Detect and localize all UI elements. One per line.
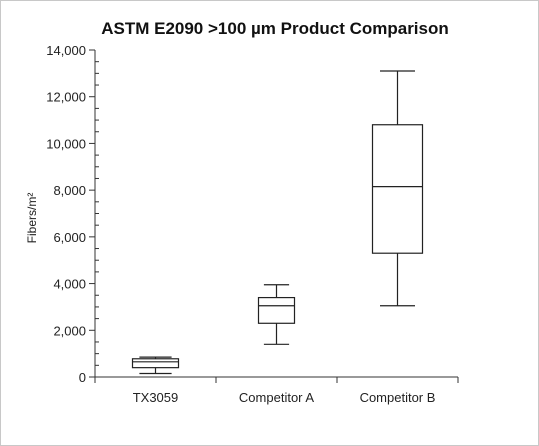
y-axis-label: Fibers/m² [25,193,39,244]
box-competitor-b [371,70,424,307]
y-tick-label: 6,000 [53,230,86,245]
box-tx3059 [131,356,180,375]
y-tick-label: 12,000 [46,90,86,105]
iqr-box [131,358,180,369]
y-tick-label: 8,000 [53,183,86,198]
x-tick-label: Competitor B [360,390,436,405]
axes: 0 2,000 4,000 6,000 8,000 10,000 12,000 14,000 T… [46,43,459,405]
y-tick-label: 2,000 [53,323,86,338]
chart-title: ASTM E2090 >100 µm Product Comparison [101,19,449,38]
iqr-box [371,124,424,254]
boxes [131,70,424,375]
x-tick-label: Competitor A [239,390,314,405]
x-tick-label: TX3059 [133,390,179,405]
box-competitor-a [257,284,296,345]
iqr-box [257,296,296,324]
y-tick-label: 14,000 [46,43,86,58]
y-tick-label: 10,000 [46,136,86,151]
y-tick-label: 0 [79,370,86,385]
y-tick-label: 4,000 [53,277,86,292]
